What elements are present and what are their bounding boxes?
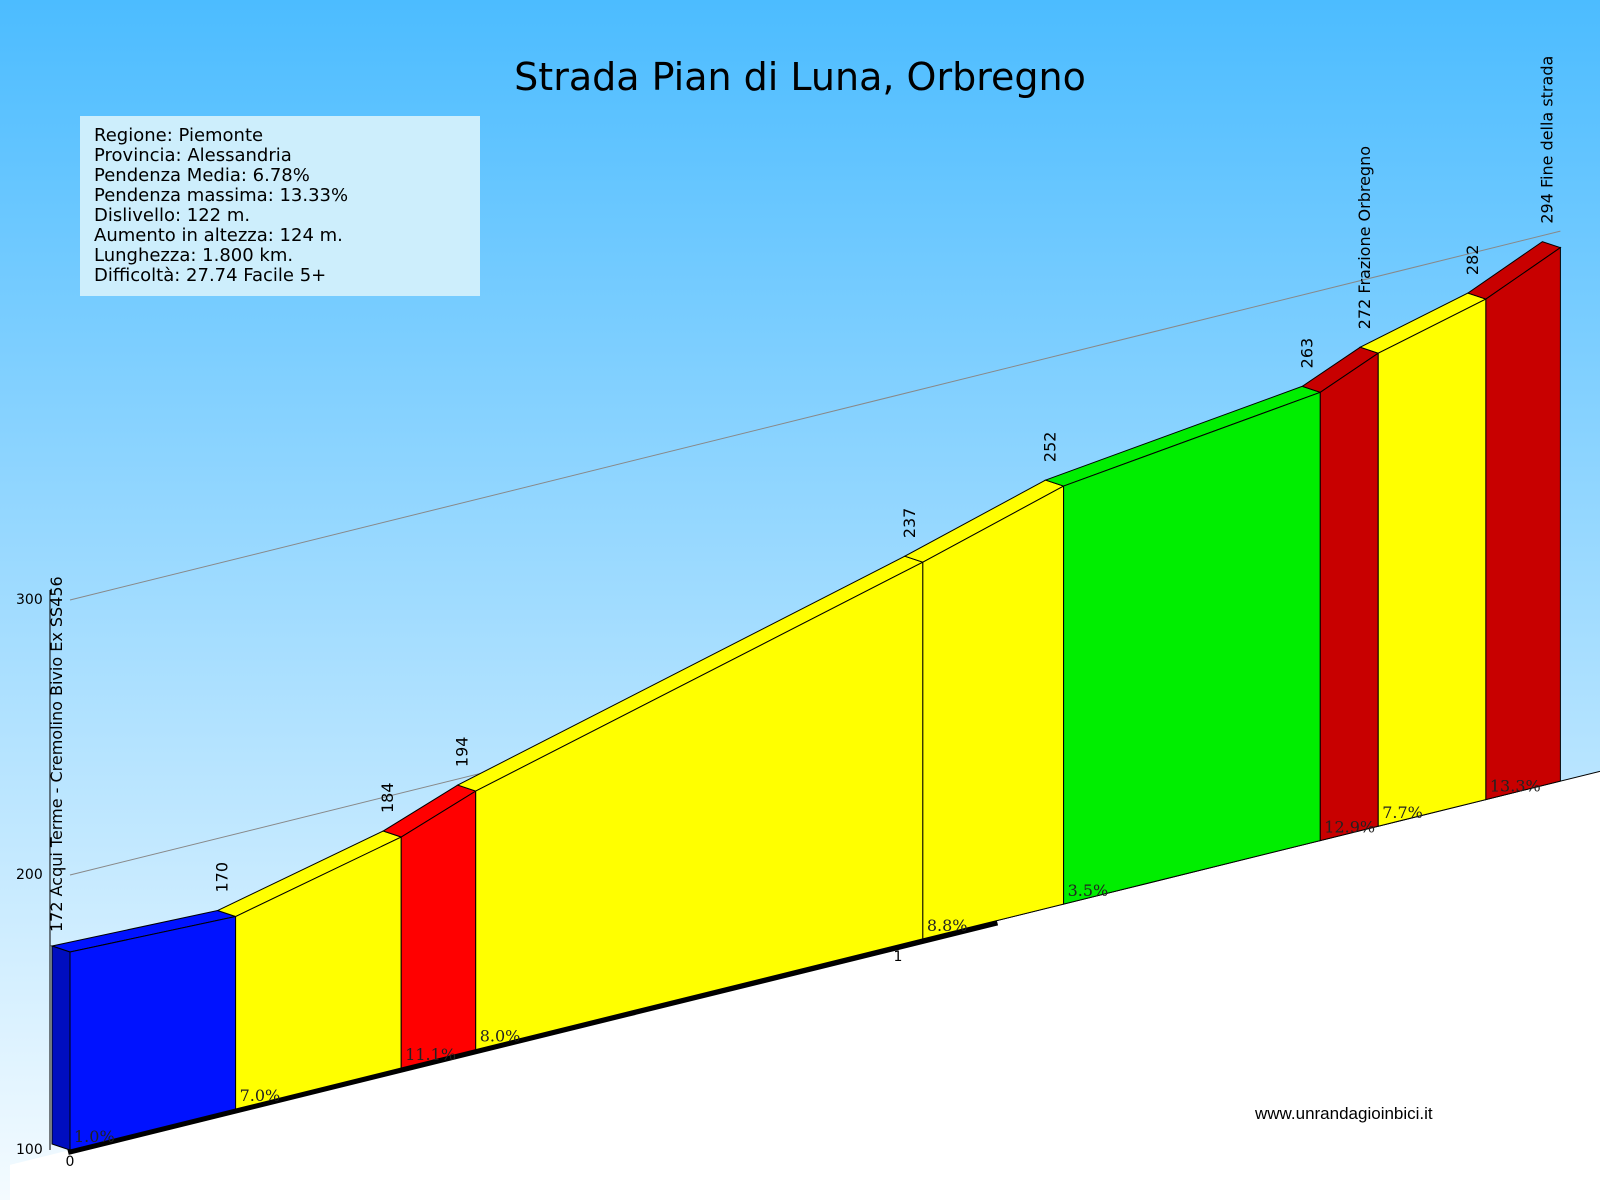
altitude-label: 263 bbox=[1297, 338, 1316, 369]
segments bbox=[50, 241, 1562, 1151]
segment-gradient-label: 7.0% bbox=[240, 1086, 281, 1105]
baseline-km-bar bbox=[67, 919, 999, 1155]
chart-title: Strada Pian di Luna, Orbregno bbox=[514, 55, 1086, 99]
altitude-label: 184 bbox=[378, 782, 397, 813]
segment-gradient-label: 8.8% bbox=[927, 916, 968, 935]
info-region: Regione: Piemonte bbox=[94, 125, 264, 146]
y-tick-label: 300 bbox=[16, 592, 43, 608]
altitude-label: 294 Fine della strada bbox=[1537, 56, 1556, 224]
segment-gradient-label: 1.0% bbox=[74, 1127, 115, 1146]
segment-front-face bbox=[400, 790, 477, 1069]
segment-gradient-label: 8.0% bbox=[480, 1027, 521, 1046]
info-length: Lunghezza: 1.800 km. bbox=[94, 245, 294, 266]
altitude-label: 272 Frazione Orbregno bbox=[1355, 146, 1374, 329]
info-elevation-diff: Dislivello: 122 m. bbox=[94, 205, 251, 226]
segment-gradient-label: 12.9% bbox=[1324, 818, 1375, 837]
segment-gradient-label: 3.5% bbox=[1068, 881, 1109, 900]
x-tick-label: 1 bbox=[894, 949, 903, 965]
segment-front-face bbox=[922, 485, 1065, 940]
info-elevation-gain: Aumento in altezza: 124 m. bbox=[94, 225, 343, 246]
website-label[interactable]: www.unrandagioinbici.it bbox=[1254, 1104, 1433, 1123]
info-avg-gradient: Pendenza Media: 6.78% bbox=[94, 165, 310, 186]
altitude-label: 194 bbox=[453, 737, 472, 768]
segment-side-face bbox=[51, 945, 71, 1151]
segment-front-face bbox=[1377, 298, 1487, 827]
segment-gradient-label: 13.3% bbox=[1490, 777, 1541, 796]
y-tick-label: 200 bbox=[16, 867, 43, 883]
labels: 1.0% 7.0% 11.1% 8.0% 8.8% 3.5% 12.9% 7.7% 13.3% 1… bbox=[47, 56, 1556, 1146]
y-tick-label: 100 bbox=[16, 1142, 43, 1158]
altitude-label: 282 bbox=[1463, 245, 1482, 276]
segment-front-face bbox=[69, 915, 237, 1151]
info-max-gradient: Pendenza massima: 13.33% bbox=[94, 185, 349, 206]
altitude-label: 170 bbox=[213, 862, 232, 893]
altitude-label: 172 Acqui Terme - Cremolino Bivio Ex SS4… bbox=[47, 576, 66, 932]
segment-front-face bbox=[1319, 352, 1379, 842]
segment-front-face bbox=[1485, 246, 1561, 801]
info-box: Regione: Piemonte Provincia: Alessandria… bbox=[80, 116, 480, 296]
ground-plane bbox=[10, 771, 1600, 1200]
segment-gradient-label: 11.1% bbox=[405, 1045, 456, 1064]
info-province: Provincia: Alessandria bbox=[94, 145, 292, 166]
altitude-label: 237 bbox=[900, 508, 919, 539]
altitude-gridline bbox=[69, 230, 1561, 601]
altitude-label: 252 bbox=[1041, 432, 1060, 463]
x-tick-label: 0 bbox=[66, 1154, 75, 1170]
info-difficulty: Difficoltà: 27.74 Facile 5+ bbox=[94, 265, 327, 286]
segment-gradient-label: 7.7% bbox=[1382, 803, 1423, 822]
